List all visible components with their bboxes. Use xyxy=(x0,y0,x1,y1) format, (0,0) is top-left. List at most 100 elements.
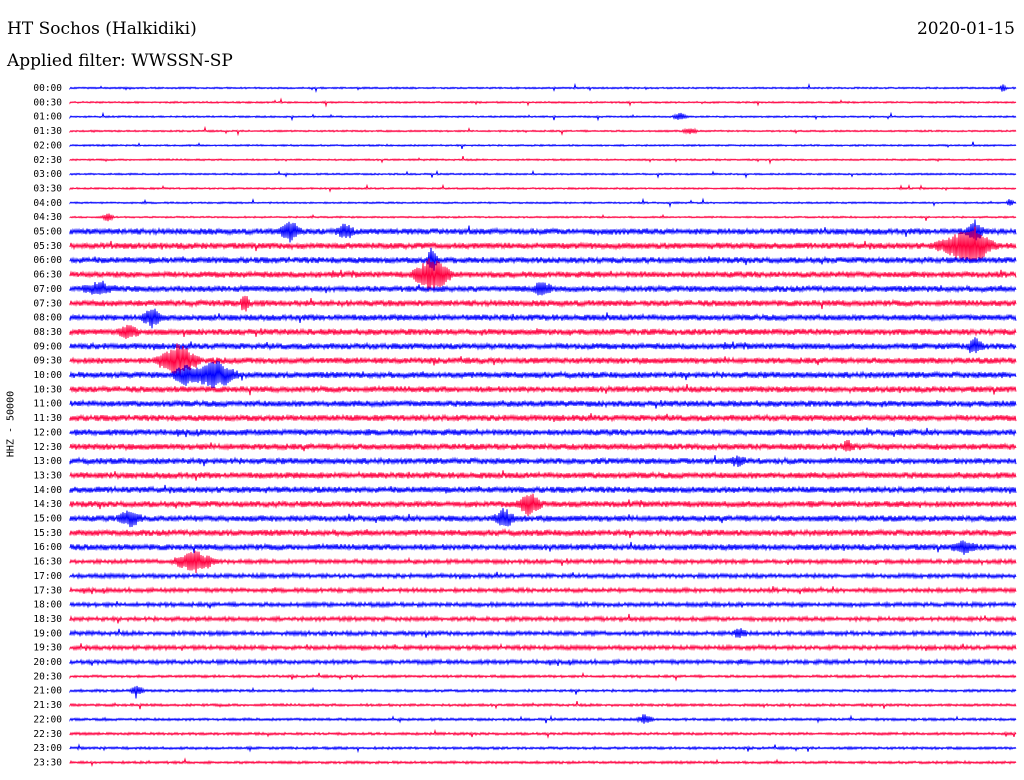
row-label: 02:00 xyxy=(33,140,62,151)
trace-row xyxy=(69,550,1017,574)
row-label: 01:30 xyxy=(33,126,62,137)
trace-row xyxy=(69,213,1017,222)
trace-row xyxy=(69,247,1017,271)
row-label: 18:00 xyxy=(33,600,62,611)
trace-row xyxy=(69,111,1017,122)
trace-row xyxy=(69,82,1017,93)
trace-row xyxy=(69,455,1017,468)
trace-row xyxy=(69,308,1017,329)
row-label: 03:30 xyxy=(33,183,62,194)
trace-row xyxy=(69,258,1017,292)
row-label: 04:30 xyxy=(33,212,62,223)
trace-row xyxy=(69,439,1017,452)
trace-row xyxy=(69,540,1017,555)
trace-row xyxy=(69,571,1017,580)
trace-row xyxy=(69,427,1017,438)
row-label: 23:00 xyxy=(33,743,62,754)
row-label: 09:30 xyxy=(33,356,62,367)
trace-row xyxy=(69,714,1017,724)
row-label: 01:00 xyxy=(33,112,62,123)
date-label: 2020-01-15 xyxy=(916,19,1015,39)
station-title: HT Sochos (Halkidiki) xyxy=(7,19,197,39)
trace-row xyxy=(69,125,1017,137)
trace-row xyxy=(69,343,1017,376)
trace-row xyxy=(69,685,1017,699)
row-label: 11:30 xyxy=(33,413,62,424)
trace-row xyxy=(69,399,1017,409)
trace-row xyxy=(69,585,1017,595)
trace-row xyxy=(69,384,1017,396)
row-label: 16:00 xyxy=(33,542,62,553)
row-label: 22:30 xyxy=(33,729,62,740)
row-label: 02:30 xyxy=(33,155,62,166)
trace-row xyxy=(69,226,1017,263)
row-label: 20:30 xyxy=(33,671,62,682)
trace-row xyxy=(69,600,1017,609)
row-label: 08:00 xyxy=(33,313,62,324)
row-label: 10:30 xyxy=(33,384,62,395)
trace-row xyxy=(69,183,1017,193)
row-label: 06:00 xyxy=(33,255,62,266)
row-label: 04:00 xyxy=(33,198,62,209)
row-label: 17:30 xyxy=(33,585,62,596)
row-label: 21:00 xyxy=(33,686,62,697)
trace-row xyxy=(69,757,1017,767)
trace-row xyxy=(69,97,1017,108)
trace-row xyxy=(69,728,1017,739)
row-label: 14:30 xyxy=(33,499,62,510)
row-label: 09:00 xyxy=(33,341,62,352)
row-label: 12:30 xyxy=(33,442,62,453)
row-label: 10:00 xyxy=(33,370,62,381)
row-label: 18:30 xyxy=(33,614,62,625)
row-label: 23:30 xyxy=(33,757,62,768)
row-label: 21:30 xyxy=(33,700,62,711)
trace-row xyxy=(69,642,1017,652)
row-label: 15:00 xyxy=(33,514,62,525)
row-label: 13:30 xyxy=(33,470,62,481)
row-label: 22:00 xyxy=(33,714,62,725)
trace-row xyxy=(69,360,1017,389)
row-label: 19:30 xyxy=(33,643,62,654)
trace-row xyxy=(69,613,1017,624)
trace-row xyxy=(69,493,1017,516)
filter-label: Applied filter: WWSSN-SP xyxy=(7,51,233,71)
trace-row xyxy=(69,197,1017,209)
trace-row xyxy=(69,324,1017,339)
trace-row xyxy=(69,470,1017,481)
trace-row xyxy=(69,657,1017,667)
trace-row xyxy=(69,141,1017,150)
trace-row xyxy=(69,219,1017,243)
row-label: 05:30 xyxy=(33,241,62,252)
trace-row xyxy=(69,743,1017,754)
row-label: 17:00 xyxy=(33,571,62,582)
trace-row xyxy=(69,337,1017,354)
row-label: 07:30 xyxy=(33,298,62,309)
row-label: 16:30 xyxy=(33,557,62,568)
row-label: 00:00 xyxy=(33,83,62,94)
row-label: 12:00 xyxy=(33,427,62,438)
row-label: 11:00 xyxy=(33,399,62,410)
row-label: 15:30 xyxy=(33,528,62,539)
trace-row xyxy=(69,484,1017,494)
trace-row xyxy=(69,528,1017,539)
row-label: 14:00 xyxy=(33,485,62,496)
row-label: 08:30 xyxy=(33,327,62,338)
trace-row xyxy=(69,280,1017,296)
row-label: 20:00 xyxy=(33,657,62,668)
trace-row xyxy=(69,155,1017,165)
trace-row xyxy=(69,413,1017,423)
row-label: 00:30 xyxy=(33,97,62,108)
trace-row xyxy=(69,628,1017,638)
trace-row xyxy=(69,700,1017,710)
row-label: 05:00 xyxy=(33,227,62,238)
row-label: 06:30 xyxy=(33,270,62,281)
row-label: 03:00 xyxy=(33,169,62,180)
row-label: 07:00 xyxy=(33,284,62,295)
row-label: 19:00 xyxy=(33,628,62,639)
trace-row xyxy=(69,295,1017,312)
trace-row xyxy=(69,169,1017,179)
trace-row xyxy=(69,508,1017,528)
row-label: 13:00 xyxy=(33,456,62,467)
trace-row xyxy=(69,671,1017,682)
